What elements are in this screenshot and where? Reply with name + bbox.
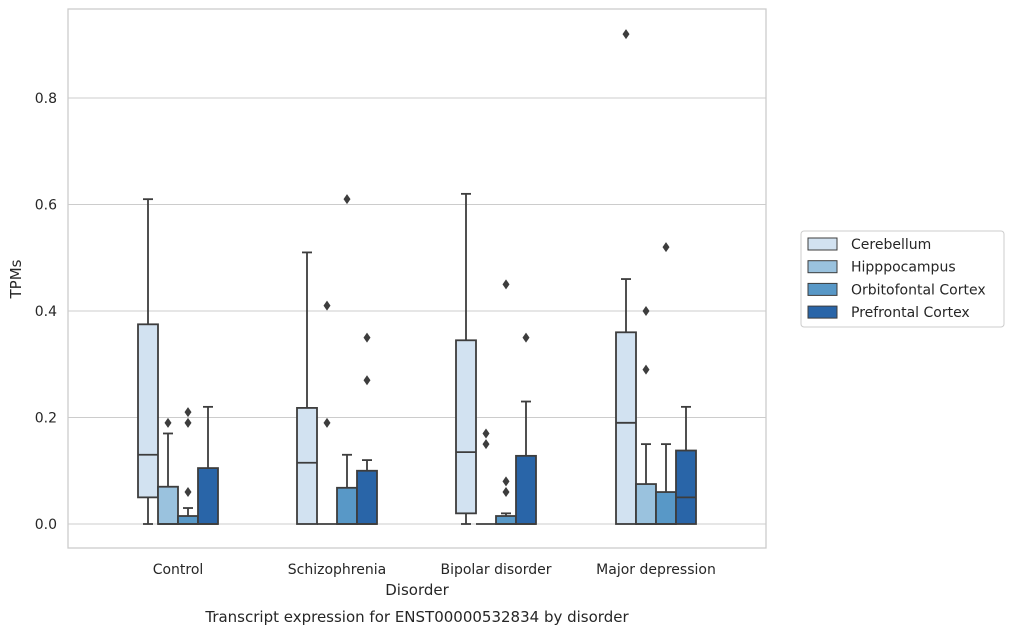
box-body [177,515,199,525]
outlier-point [363,332,371,343]
x-tick-label: Control [153,562,204,578]
plot-frame [67,8,767,549]
box-4-4 [675,405,697,525]
box-body [655,491,677,525]
legend-swatch [807,237,838,251]
box-body [615,331,637,525]
x-tick-label: Bipolar disorder [440,562,551,578]
box-2-2 [317,300,337,525]
outlier-point [622,29,630,40]
box-4-2 [356,332,378,525]
legend-swatch [807,305,838,319]
y-axis-label: TPMs [7,259,25,299]
box-body [197,467,219,525]
box-4-1 [197,405,219,525]
box-body [455,339,477,515]
legend: Cerebellum Hipppocampus Orbitofontal Corte… [800,230,1005,328]
box-body [515,454,537,525]
outlier-point [323,300,331,311]
box-body [675,449,697,525]
x-tick-label: Schizophrenia [288,562,386,578]
box-3-4 [655,242,677,525]
box-1-3 [455,192,477,525]
box-2-4 [635,306,657,525]
box-body [296,407,318,525]
gridlines [68,97,766,525]
box-body [157,485,179,525]
box-1-1 [137,198,159,525]
box-3-3 [495,279,517,525]
box-body [336,486,358,525]
box-body [356,469,378,525]
outlier-point [482,428,490,439]
legend-label: Hipppocampus [851,260,956,276]
legend-frame [800,230,1005,328]
plot-area [137,29,697,525]
y-tick-label: 0.6 [35,198,57,214]
outlier-point [363,375,371,386]
outlier-point [522,332,530,343]
box-body [635,483,657,525]
box-2-3 [476,428,496,525]
outlier-point [642,364,650,375]
outlier-point [323,417,331,428]
box-2-1 [157,417,179,525]
x-tick-label: Major depression [596,562,716,578]
y-tick-label: 0.4 [35,304,57,320]
y-tick-label: 0.2 [35,411,57,427]
outlier-point [343,194,351,205]
x-axis-label: Disorder [385,581,449,599]
outlier-point [642,306,650,316]
outlier-point [482,439,490,450]
outlier-point [184,417,192,428]
y-tick-label: 0.0 [35,517,57,533]
box-4-3 [515,332,537,525]
outlier-point [184,487,192,498]
axes: 0.0 0.2 0.4 0.6 0.8 Control Schizophrenia Bipol… [35,8,767,578]
box-1-4 [615,29,637,525]
figure-caption: Transcript expression for ENST0000053283… [204,608,629,626]
box-body [137,323,159,499]
legend-swatch [807,282,838,296]
box-1-2 [296,251,318,525]
box-body [495,515,517,525]
outlier-point [662,242,670,253]
outlier-point [502,476,510,487]
outlier-point [164,417,172,428]
legend-label: Prefrontal Cortex [851,305,970,321]
box-3-2 [336,194,358,525]
box-3-1 [177,407,199,525]
legend-label: Orbitofontal Cortex [851,282,986,298]
outlier-point [184,407,192,418]
outlier-point [502,279,510,290]
legend-label: Cerebellum [851,237,931,253]
y-tick-label: 0.8 [35,91,57,107]
legend-swatch [807,260,838,274]
outlier-point [502,487,510,498]
